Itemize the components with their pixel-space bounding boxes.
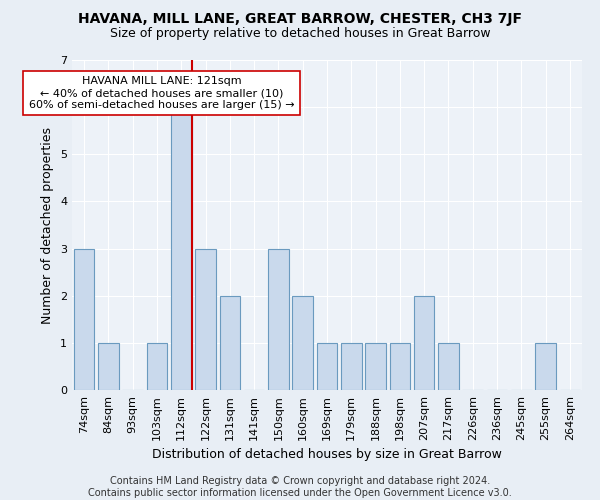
Text: HAVANA MILL LANE: 121sqm
← 40% of detached houses are smaller (10)
60% of semi-d: HAVANA MILL LANE: 121sqm ← 40% of detach…: [29, 76, 295, 110]
Bar: [74, 248, 94, 390]
Bar: [268, 248, 289, 390]
Bar: [171, 107, 191, 390]
Bar: [341, 343, 362, 390]
Bar: [146, 343, 167, 390]
Bar: [195, 248, 216, 390]
Text: HAVANA, MILL LANE, GREAT BARROW, CHESTER, CH3 7JF: HAVANA, MILL LANE, GREAT BARROW, CHESTER…: [78, 12, 522, 26]
Y-axis label: Number of detached properties: Number of detached properties: [41, 126, 55, 324]
Bar: [98, 343, 119, 390]
Bar: [535, 343, 556, 390]
Bar: [414, 296, 434, 390]
X-axis label: Distribution of detached houses by size in Great Barrow: Distribution of detached houses by size …: [152, 448, 502, 461]
Bar: [292, 296, 313, 390]
Text: Contains HM Land Registry data © Crown copyright and database right 2024.
Contai: Contains HM Land Registry data © Crown c…: [88, 476, 512, 498]
Bar: [438, 343, 459, 390]
Bar: [365, 343, 386, 390]
Text: Size of property relative to detached houses in Great Barrow: Size of property relative to detached ho…: [110, 28, 490, 40]
Bar: [220, 296, 240, 390]
Bar: [389, 343, 410, 390]
Bar: [317, 343, 337, 390]
